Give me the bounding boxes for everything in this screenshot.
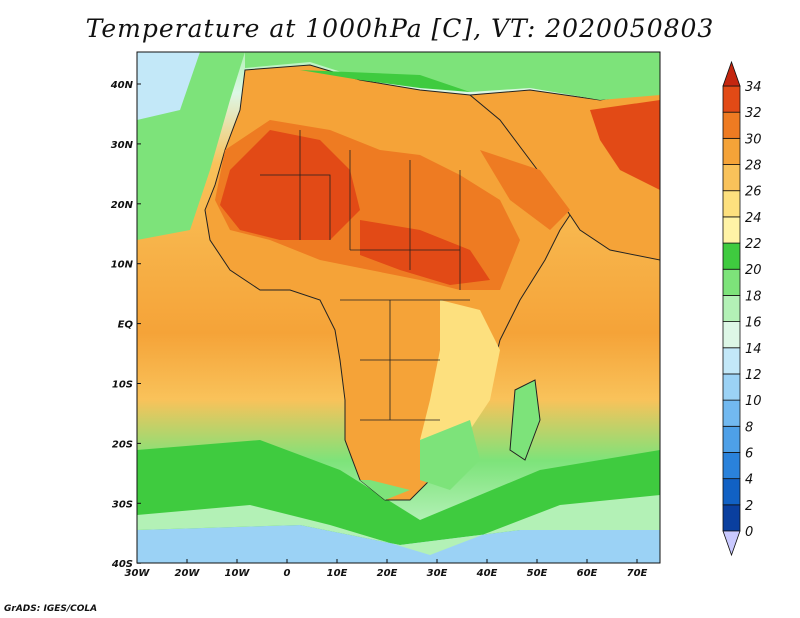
lat-label: 40N — [110, 80, 134, 91]
lon-label: 60E — [577, 568, 598, 579]
arabia-warm — [480, 150, 570, 230]
lat-label: 30N — [111, 140, 134, 151]
colorbar-swatch — [722, 85, 741, 113]
country-borders — [260, 130, 470, 421]
colorbar-swatch — [722, 373, 741, 401]
lon-label: 70E — [627, 568, 648, 579]
lon-label: 40E — [476, 568, 498, 579]
map-title: Temperature at 1000hPa [C], VT: 20200508… — [85, 14, 715, 43]
colorbar-swatch — [722, 268, 741, 296]
colorbar-label: 26 — [745, 185, 762, 200]
lon-label: 30W — [125, 568, 151, 579]
lon-label: 20W — [175, 568, 201, 579]
lon-label: 50E — [527, 568, 548, 579]
atlantic-north-cold — [137, 52, 200, 120]
colorbar-swatch — [722, 190, 741, 218]
colorbar-label: 4 — [745, 473, 753, 488]
sahara-hot — [220, 130, 360, 240]
colorbar-min-arrow — [722, 530, 741, 557]
lat-label: 10N — [111, 260, 134, 271]
europe-cool — [245, 52, 660, 100]
lat-label: 20S — [112, 439, 133, 450]
colorbar-swatch — [722, 295, 741, 322]
lon-label: 10E — [327, 568, 348, 579]
lon-label: 0 — [284, 568, 291, 579]
lat-label: EQ — [118, 320, 134, 331]
colorbar-label: 6 — [745, 446, 753, 461]
iran-hot — [590, 100, 660, 190]
lon-label: 30E — [427, 568, 448, 579]
map-frame — [136, 51, 661, 564]
madagascar — [509, 379, 541, 461]
colorbar-label: 18 — [745, 289, 762, 304]
grads-credit: GrADS: IGES/COLA — [4, 604, 98, 614]
colorbar-label: 28 — [745, 159, 762, 174]
colorbar-label: 20 — [745, 263, 762, 278]
lat-label: 10S — [112, 380, 133, 391]
colorbar-max-arrow — [722, 60, 741, 87]
colorbar-swatch — [722, 425, 741, 453]
colorbar-label: 22 — [745, 237, 762, 252]
lat-label: 20N — [111, 200, 134, 211]
lon-label: 20E — [377, 568, 398, 579]
longitude-labels: 30W 20W 10W 0 10E 20E 30E 40E 50E 60E 70E — [125, 559, 648, 579]
lat-label: 40S — [111, 559, 133, 570]
colorbar-label: 16 — [745, 316, 762, 331]
southeast-africa-cool — [420, 420, 480, 490]
colorbar-swatch — [722, 399, 741, 427]
colorbar-swatch — [722, 347, 741, 375]
colorbar-label: 24 — [745, 211, 762, 226]
colorbar-label: 8 — [745, 420, 753, 435]
colorbar-swatch — [722, 242, 741, 270]
cape-cool — [360, 480, 410, 500]
colorbar-label: 10 — [745, 394, 762, 409]
lon-label: 10W — [225, 568, 251, 579]
colorbar-label: 34 — [745, 80, 762, 95]
colorbar-label: 12 — [745, 368, 762, 383]
colorbar-swatch — [722, 164, 741, 192]
colorbar-swatch — [722, 504, 741, 532]
south-ocean-band — [137, 495, 660, 555]
mediterranean-sea — [300, 70, 470, 92]
colorbar-label: 32 — [745, 106, 762, 121]
colorbar-swatch — [722, 452, 741, 480]
colorbar-label: 2 — [745, 499, 753, 514]
lat-label: 30S — [112, 499, 133, 510]
colorbar-label: 0 — [745, 525, 753, 540]
colorbar-swatch — [722, 111, 741, 139]
sahel-hot — [360, 220, 490, 285]
colorbar-label: 14 — [745, 342, 762, 357]
map-field — [137, 52, 660, 563]
colorbar-swatch — [722, 137, 741, 165]
colorbar-swatch — [722, 478, 741, 506]
south-ocean-cold — [137, 520, 660, 563]
latitude-labels: 40N 30N 20N 10N EQ 10S 20S 30S 40S — [110, 80, 141, 570]
colorbar-swatch — [722, 216, 741, 244]
colorbar-label: 30 — [745, 132, 762, 147]
colorbar-swatch — [722, 321, 741, 349]
